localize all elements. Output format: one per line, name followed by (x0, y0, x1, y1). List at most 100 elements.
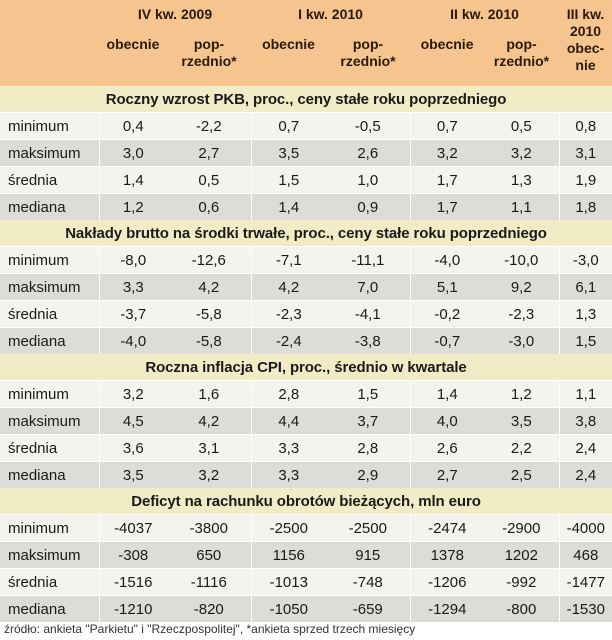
value-cell: -2500 (250, 514, 327, 542)
value-cell: -8,0 (98, 246, 167, 274)
value-cell: 3,5 (98, 461, 167, 488)
value-cell: 1,4 (98, 166, 167, 194)
value-cell: 1,5 (326, 380, 411, 408)
value-cell: 3,1 (558, 139, 612, 167)
col-now-header: obecnie (410, 34, 485, 86)
value-cell: 1,8 (558, 193, 612, 220)
value-cell: -2,2 (167, 112, 252, 140)
value-cell: -1530 (558, 595, 612, 622)
value-cell: 1378 (409, 541, 485, 569)
row-label: minimum (0, 380, 99, 408)
row-label: średnia (0, 434, 99, 462)
value-cell: 2,4 (558, 461, 612, 488)
table-row: mediana 3,5 3,2 3,3 2,9 2,7 2,5 2,4 (0, 461, 612, 488)
value-cell: -3,0 (484, 327, 560, 354)
value-cell: 3,2 (167, 461, 252, 488)
col-now-header: obecnie (251, 34, 327, 86)
value-cell: 3,1 (167, 434, 252, 462)
table-row: maksimum 3,3 4,2 4,2 7,0 5,1 9,2 6,1 (0, 273, 612, 301)
table-row: mediana -1210 -820 -1050 -659 -1294 -800 -1530 (0, 595, 612, 622)
value-cell: -4000 (558, 514, 612, 542)
section-header-row: Deficyt na rachunku obrotów bieżących, m… (0, 488, 612, 515)
value-cell: 4,2 (167, 273, 252, 301)
value-cell: -800 (484, 595, 560, 622)
value-cell: -3,8 (326, 327, 411, 354)
row-label: mediana (0, 461, 99, 488)
period-header: I kw. 2010 (251, 0, 411, 34)
value-cell: 2,4 (558, 434, 612, 462)
section-header-row: Nakłady brutto na środki trwałe, proc., … (0, 220, 612, 247)
value-cell: 3,5 (484, 407, 560, 435)
table-row: minimum -4037 -3800 -2500 -2500 -2474 -2900 -40… (0, 514, 612, 542)
row-label: mediana (0, 193, 99, 220)
value-cell: -308 (98, 541, 167, 569)
section-header-row: Roczna inflacja CPI, proc., średnio w kw… (0, 354, 612, 381)
value-cell: -5,8 (167, 327, 252, 354)
value-cell: 0,5 (484, 112, 560, 140)
table-row: mediana -4,0 -5,8 -2,4 -3,8 -0,7 -3,0 1,5 (0, 327, 612, 354)
value-cell: -0,2 (409, 300, 485, 328)
value-cell: -2474 (409, 514, 485, 542)
value-cell: -5,8 (167, 300, 252, 328)
value-cell: 0,8 (558, 112, 612, 140)
value-cell: 4,5 (98, 407, 167, 435)
value-cell: 1,1 (558, 380, 612, 408)
value-cell: 3,3 (250, 461, 327, 488)
value-cell: 3,7 (326, 407, 411, 435)
value-cell: 3,8 (558, 407, 612, 435)
value-cell: 1,7 (409, 166, 485, 194)
value-cell: -2,4 (250, 327, 327, 354)
value-cell: 3,2 (98, 380, 167, 408)
value-cell: -1477 (558, 568, 612, 596)
table-row: średnia 1,4 0,5 1,5 1,0 1,7 1,3 1,9 (0, 166, 612, 194)
forecast-table: IV kw. 2009 I kw. 2010 II kw. 2010 III k… (0, 0, 612, 622)
period-header-last: III kw. 2010 obec-nie (559, 0, 612, 86)
value-cell: -1116 (167, 568, 252, 596)
value-cell: -748 (326, 568, 411, 596)
value-cell: 1,1 (484, 193, 560, 220)
value-cell: 1,6 (167, 380, 252, 408)
value-cell: -820 (167, 595, 252, 622)
value-cell: 0,7 (250, 112, 327, 140)
value-cell: -659 (326, 595, 411, 622)
value-cell: 2,9 (326, 461, 411, 488)
value-cell: -1013 (250, 568, 327, 596)
table-row: minimum 3,2 1,6 2,8 1,5 1,4 1,2 1,1 (0, 380, 612, 408)
section-title: Nakłady brutto na środki trwałe, proc., … (0, 220, 612, 247)
table-body: Roczny wzrost PKB, proc., ceny stałe rok… (0, 86, 612, 622)
value-cell: 3,3 (250, 434, 327, 462)
value-cell: -4,0 (409, 246, 485, 274)
value-cell: 3,6 (98, 434, 167, 462)
value-cell: 1,5 (558, 327, 612, 354)
value-cell: -1516 (98, 568, 167, 596)
period-header: IV kw. 2009 (99, 0, 252, 34)
value-cell: 3,0 (98, 139, 167, 167)
value-cell: 468 (558, 541, 612, 569)
value-cell: -3,0 (558, 246, 612, 274)
row-label: minimum (0, 514, 99, 542)
section-title: Deficyt na rachunku obrotów bieżących, m… (0, 488, 612, 515)
value-cell: 3,2 (409, 139, 485, 167)
value-cell: -4037 (98, 514, 167, 542)
value-cell: -3,7 (98, 300, 167, 328)
row-label: maksimum (0, 139, 99, 167)
col-prev-header: pop-rzednio* (167, 34, 252, 86)
table-row: maksimum 3,0 2,7 3,5 2,6 3,2 3,2 3,1 (0, 139, 612, 167)
table-row: średnia 3,6 3,1 3,3 2,8 2,6 2,2 2,4 (0, 434, 612, 462)
value-cell: -4,0 (98, 327, 167, 354)
value-cell: -1294 (409, 595, 485, 622)
row-label: średnia (0, 166, 99, 194)
value-cell: 2,5 (484, 461, 560, 488)
table-row: mediana 1,2 0,6 1,4 0,9 1,7 1,1 1,8 (0, 193, 612, 220)
row-label: minimum (0, 112, 99, 140)
row-label: maksimum (0, 541, 99, 569)
value-cell: 1,3 (484, 166, 560, 194)
period-header: II kw. 2010 (410, 0, 560, 34)
value-cell: 1,3 (558, 300, 612, 328)
value-cell: 915 (326, 541, 411, 569)
value-cell: 2,8 (326, 434, 411, 462)
value-cell: -11,1 (326, 246, 411, 274)
value-cell: -0,7 (409, 327, 485, 354)
col-prev-header: pop-rzednio* (484, 34, 560, 86)
value-cell: 1,2 (484, 380, 560, 408)
